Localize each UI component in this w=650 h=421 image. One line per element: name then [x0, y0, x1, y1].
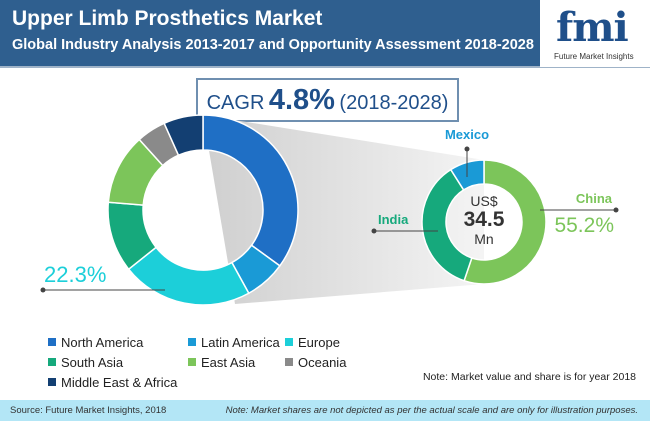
market-unit: Mn: [474, 231, 493, 247]
market-currency: US$: [470, 193, 497, 209]
china-share-label: 55.2%: [554, 214, 614, 237]
europe-leader-dot: [40, 287, 46, 293]
legend-item: North America: [48, 335, 143, 350]
china-leader-dot: [613, 207, 619, 213]
legend-label: Europe: [298, 335, 340, 350]
mexico-label: Mexico: [445, 127, 489, 142]
europe-share-label: 22.3%: [44, 262, 106, 287]
legend-item: Latin America: [188, 335, 280, 350]
legend-swatch: [285, 358, 293, 366]
legend-item: Oceania: [285, 355, 346, 370]
legend-label: Oceania: [298, 355, 347, 370]
page-title: Upper Limb Prosthetics Market: [12, 7, 323, 30]
donut-charts: 22.3% Mexico India China 55.2% US$ 34.5 …: [40, 114, 619, 306]
cagr-period: (2018-2028): [339, 92, 449, 114]
legend-label: North America: [61, 335, 144, 350]
legend-item: Middle East & Africa: [48, 375, 177, 390]
legend-item: East Asia: [188, 355, 255, 370]
slice-north-america: [202, 114, 299, 267]
legend-label: Latin America: [201, 335, 280, 350]
legend-item: South Asia: [48, 355, 123, 370]
legend-label: Middle East & Africa: [61, 375, 178, 390]
slice-china: [463, 159, 547, 285]
india-leader-dot: [371, 228, 377, 234]
legend-swatch: [285, 338, 293, 346]
slice-india: [421, 168, 473, 282]
cagr-value: 4.8%: [268, 84, 335, 116]
fmi-logo: fmi Future Market Insights: [540, 0, 650, 67]
legend-swatch: [188, 358, 196, 366]
source-text: Source: Future Market Insights, 2018: [10, 405, 167, 416]
china-label: China: [576, 191, 613, 206]
page-subtitle: Global Industry Analysis 2013-2017 and O…: [12, 37, 534, 53]
legend-swatch: [48, 358, 56, 366]
mexico-leader-dot: [464, 146, 470, 152]
disclaimer-text: Note: Market shares are not depicted as …: [225, 405, 638, 416]
market-note: Note: Market value and share is for year…: [422, 371, 636, 383]
legend-swatch: [188, 338, 196, 346]
legend-swatch: [48, 378, 56, 386]
india-label: India: [378, 212, 409, 227]
legend-label: South Asia: [61, 355, 124, 370]
slice-middle-east-africa: [163, 114, 204, 157]
cagr-label: CAGR: [206, 92, 265, 114]
legend-label: East Asia: [201, 355, 256, 370]
cagr-box: CAGR 4.8% (2018-2028): [196, 78, 459, 122]
market-value: 34.5: [464, 208, 505, 231]
footer: Source: Future Market Insights, 2018 Not…: [0, 400, 650, 421]
legend-item: Europe: [285, 335, 340, 350]
logo-tagline: Future Market Insights: [554, 52, 634, 61]
logo-text: fmi: [556, 4, 629, 51]
legend-swatch: [48, 338, 56, 346]
